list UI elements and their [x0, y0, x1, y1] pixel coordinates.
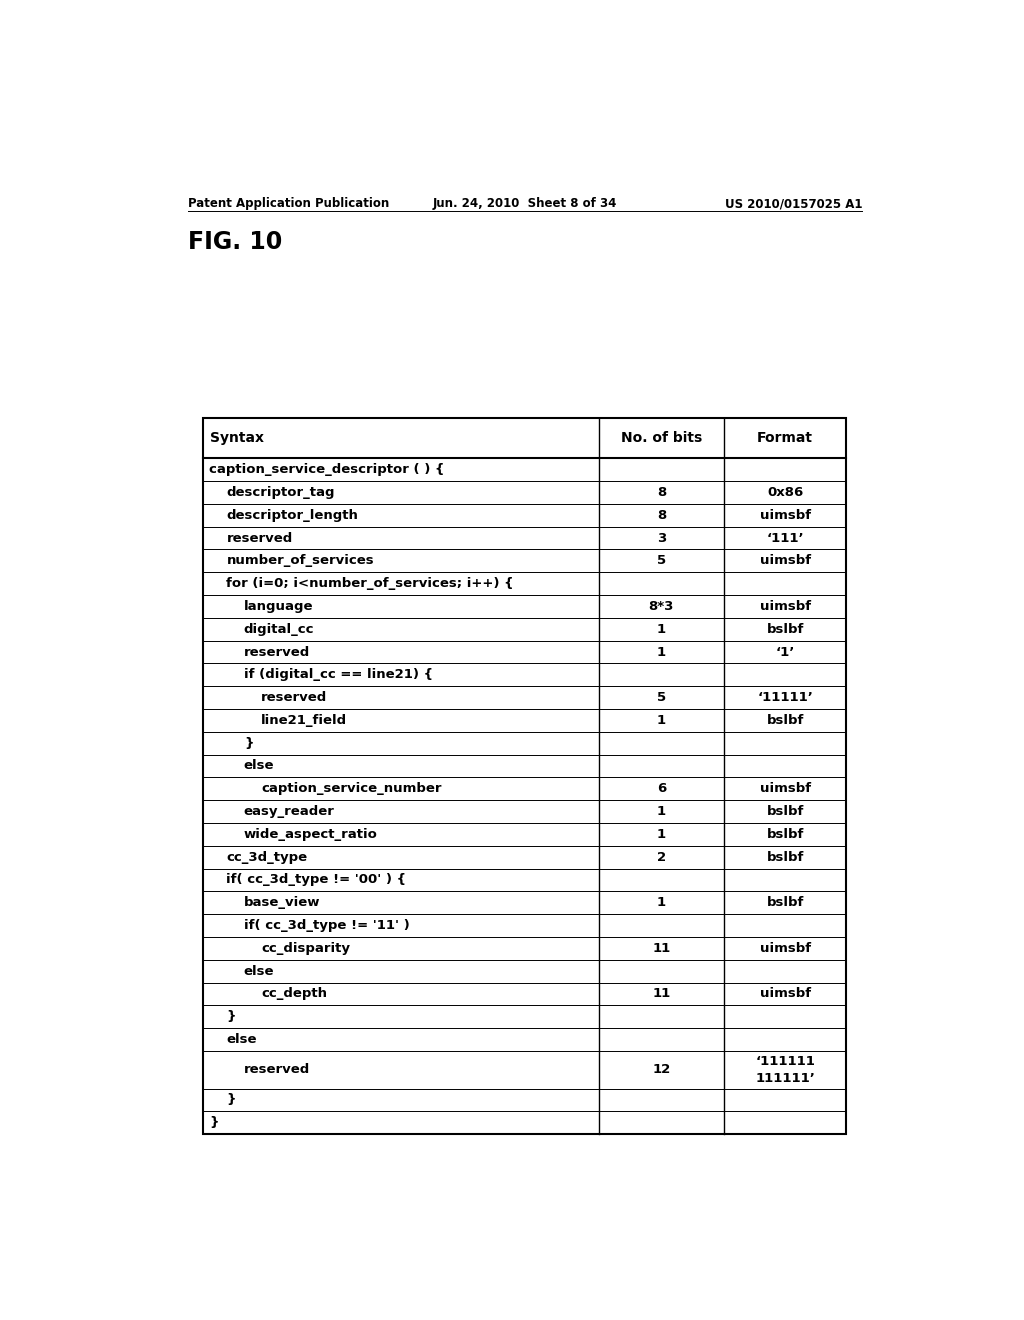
Text: Format: Format [757, 430, 813, 445]
Text: No. of bits: No. of bits [621, 430, 702, 445]
Text: if (digital_cc == line21) {: if (digital_cc == line21) { [244, 668, 433, 681]
Text: ‘1’: ‘1’ [775, 645, 795, 659]
Text: reserved: reserved [244, 645, 310, 659]
Text: ‘111’: ‘111’ [766, 532, 804, 545]
Text: bslbf: bslbf [766, 714, 804, 727]
Text: line21_field: line21_field [261, 714, 347, 727]
Text: easy_reader: easy_reader [244, 805, 335, 818]
Text: uimsbf: uimsbf [760, 987, 811, 1001]
Bar [204, 417, 846, 1134]
Text: 8: 8 [656, 508, 666, 521]
Text: 1: 1 [656, 896, 666, 909]
Text: 1: 1 [656, 714, 666, 727]
Text: 5: 5 [656, 692, 666, 704]
Text: caption_service_number: caption_service_number [261, 783, 441, 795]
Text: 3: 3 [656, 532, 666, 545]
Text: if( cc_3d_type != '00' ) {: if( cc_3d_type != '00' ) { [226, 874, 407, 887]
Text: uimsbf: uimsbf [760, 554, 811, 568]
Text: else: else [244, 759, 274, 772]
Text: reserved: reserved [244, 1063, 310, 1076]
Text: else: else [244, 965, 274, 978]
Text: Syntax: Syntax [210, 430, 264, 445]
Text: US 2010/0157025 A1: US 2010/0157025 A1 [725, 197, 862, 210]
Text: cc_3d_type: cc_3d_type [226, 850, 307, 863]
Text: Jun. 24, 2010  Sheet 8 of 34: Jun. 24, 2010 Sheet 8 of 34 [432, 197, 617, 210]
Text: 1: 1 [656, 623, 666, 636]
Text: bslbf: bslbf [766, 623, 804, 636]
Text: 11: 11 [652, 942, 671, 954]
Text: if( cc_3d_type != '11' ): if( cc_3d_type != '11' ) [244, 919, 410, 932]
Text: ‘111111: ‘111111 [756, 1055, 815, 1068]
Text: language: language [244, 599, 313, 612]
Text: cc_disparity: cc_disparity [261, 942, 350, 954]
Text: cc_depth: cc_depth [261, 987, 328, 1001]
Text: reserved: reserved [261, 692, 328, 704]
Text: 12: 12 [652, 1063, 671, 1076]
Text: else: else [226, 1034, 257, 1045]
Text: 11: 11 [652, 987, 671, 1001]
Text: caption_service_descriptor ( ) {: caption_service_descriptor ( ) { [209, 463, 444, 477]
Text: 5: 5 [656, 554, 666, 568]
Text: 1: 1 [656, 645, 666, 659]
Text: uimsbf: uimsbf [760, 599, 811, 612]
Text: 2: 2 [656, 850, 666, 863]
Text: digital_cc: digital_cc [244, 623, 314, 636]
Text: 0x86: 0x86 [767, 486, 803, 499]
Text: bslbf: bslbf [766, 828, 804, 841]
Text: 8: 8 [656, 486, 666, 499]
Text: uimsbf: uimsbf [760, 783, 811, 795]
Text: }: } [209, 1117, 218, 1129]
Text: 6: 6 [656, 783, 666, 795]
Text: descriptor_length: descriptor_length [226, 508, 358, 521]
Text: 1: 1 [656, 805, 666, 818]
Text: uimsbf: uimsbf [760, 942, 811, 954]
Text: }: } [244, 737, 253, 750]
Text: bslbf: bslbf [766, 805, 804, 818]
Text: bslbf: bslbf [766, 896, 804, 909]
Text: for (i=0; i<number_of_services; i++) {: for (i=0; i<number_of_services; i++) { [226, 577, 514, 590]
Text: 111111’: 111111’ [756, 1072, 815, 1085]
Text: uimsbf: uimsbf [760, 508, 811, 521]
Text: base_view: base_view [244, 896, 321, 909]
Text: FIG. 10: FIG. 10 [187, 230, 282, 253]
Text: number_of_services: number_of_services [226, 554, 374, 568]
Text: }: } [226, 1010, 236, 1023]
Text: reserved: reserved [226, 532, 293, 545]
Text: descriptor_tag: descriptor_tag [226, 486, 335, 499]
Text: wide_aspect_ratio: wide_aspect_ratio [244, 828, 378, 841]
Text: Patent Application Publication: Patent Application Publication [187, 197, 389, 210]
Text: }: } [226, 1093, 236, 1106]
Text: 8*3: 8*3 [649, 599, 674, 612]
Text: bslbf: bslbf [766, 850, 804, 863]
Text: 1: 1 [656, 828, 666, 841]
Text: ‘11111’: ‘11111’ [757, 692, 813, 704]
